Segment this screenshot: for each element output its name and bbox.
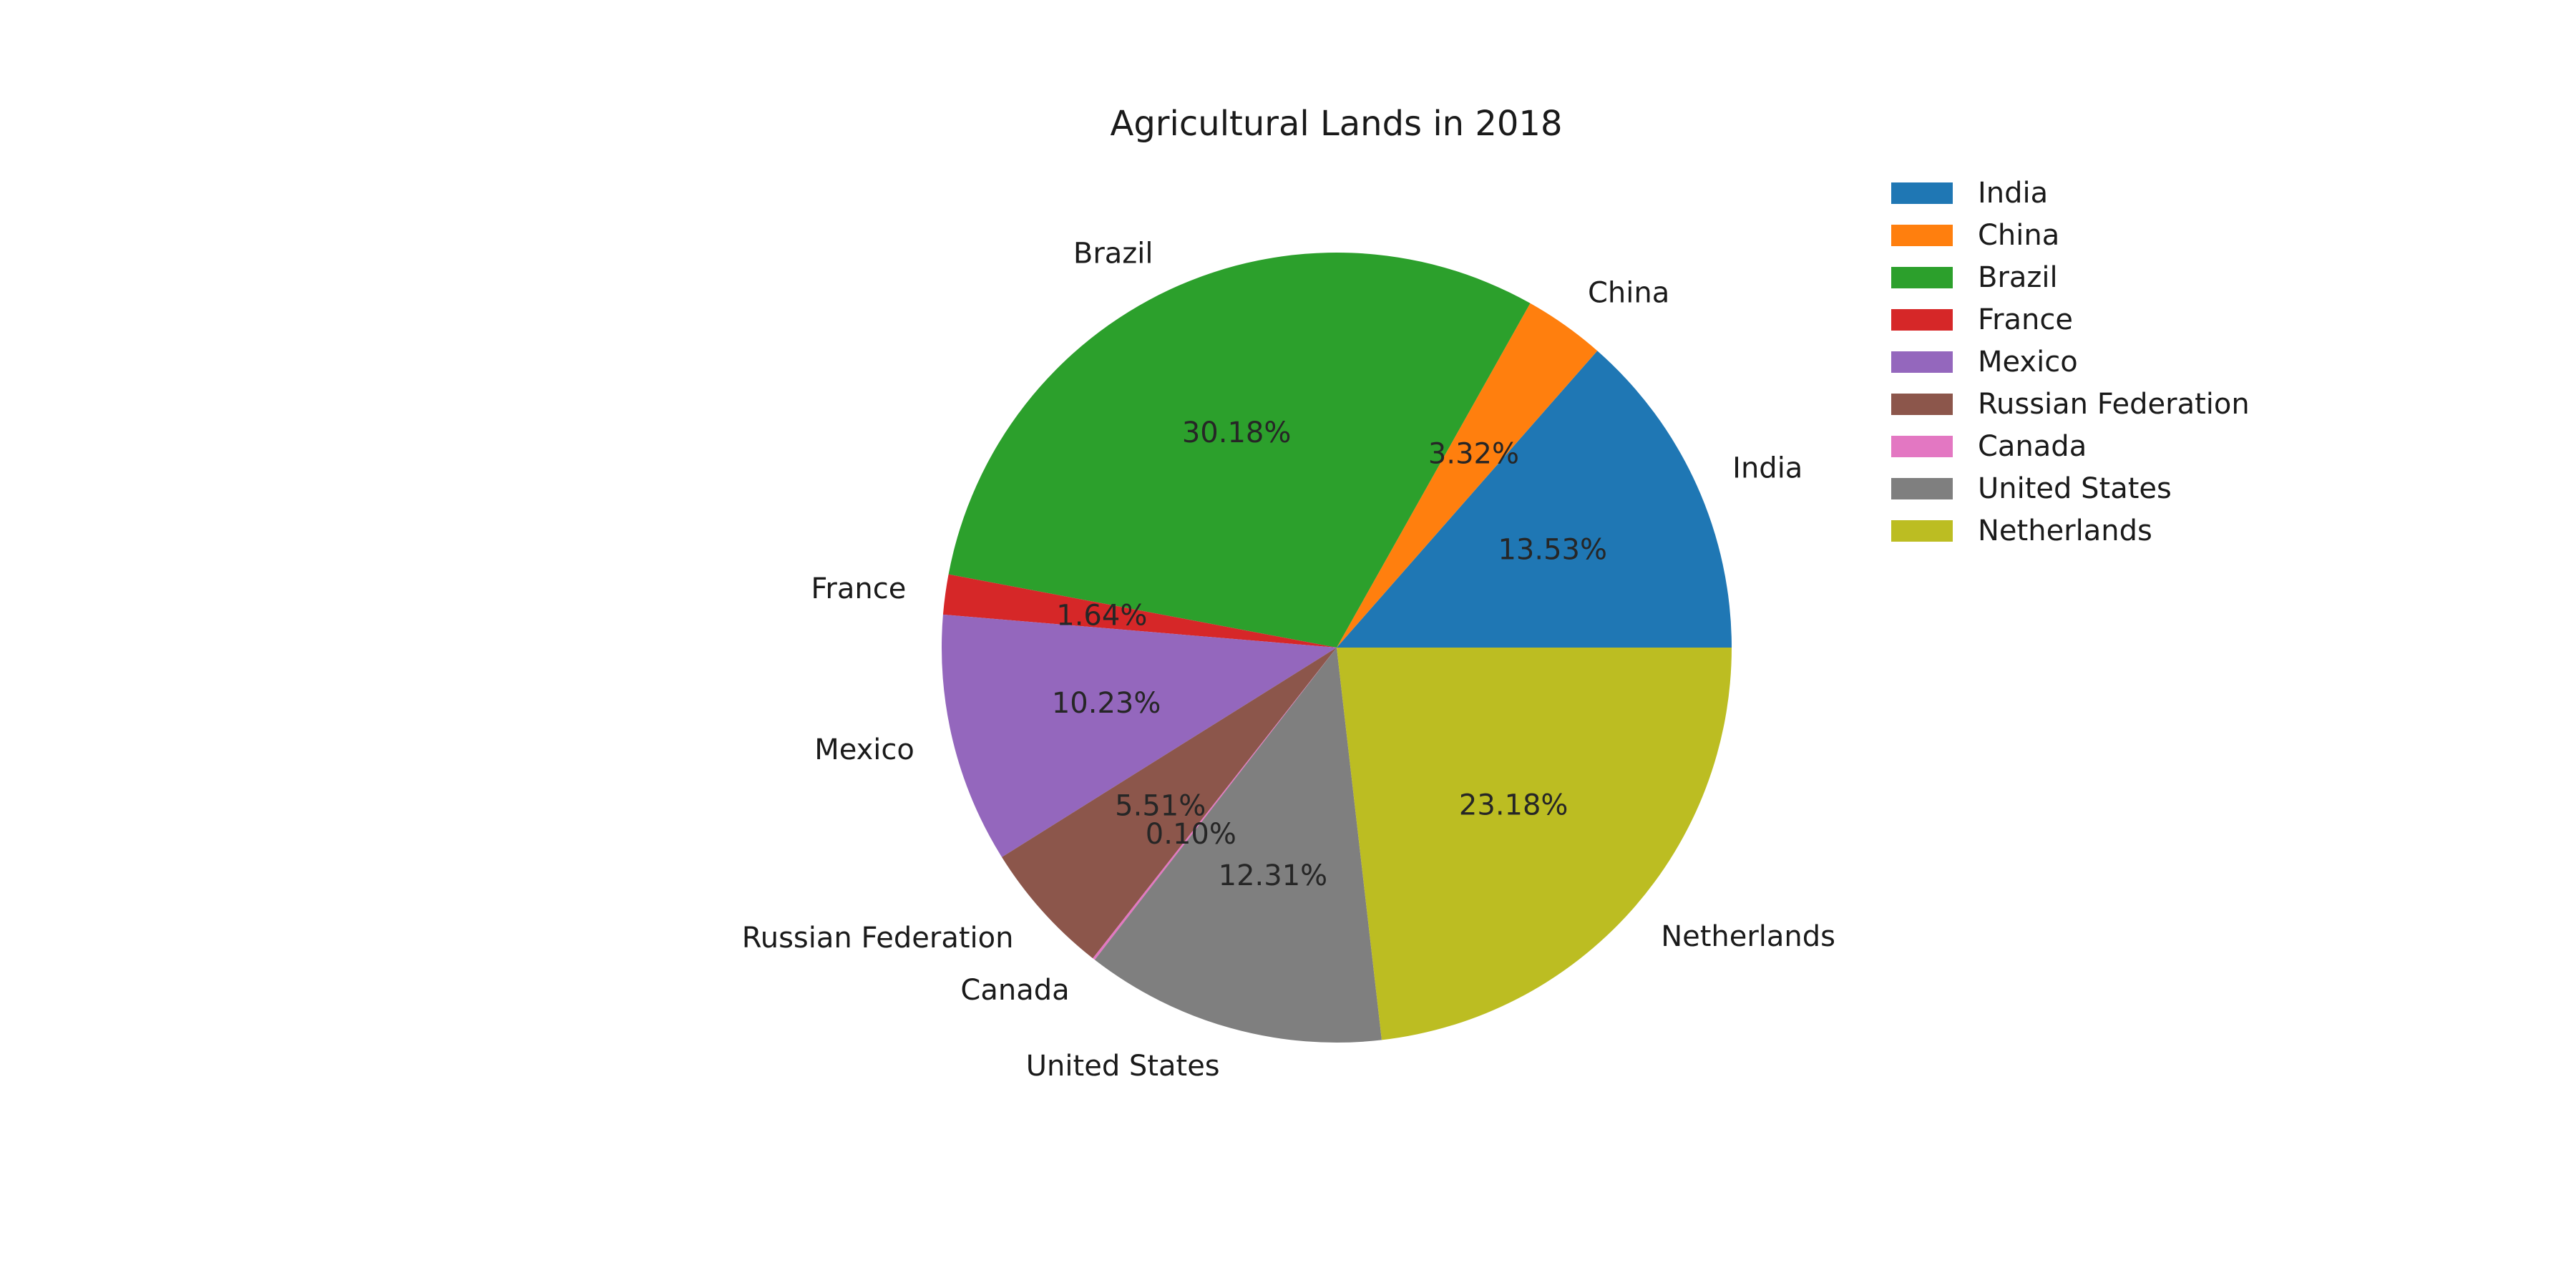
pie-category-label: China <box>1588 277 1669 310</box>
pie-percent-label: 10.23% <box>1052 687 1161 720</box>
pie-slice-united-states <box>1094 648 1382 1043</box>
legend-swatch <box>1891 266 1953 288</box>
pie-percent-label: 13.53% <box>1498 533 1607 566</box>
pie-slice-canada <box>1093 648 1337 960</box>
legend-swatch <box>1891 351 1953 373</box>
pie-slice-russian-federation <box>1002 648 1337 959</box>
legend-item-india: India <box>1891 172 2250 214</box>
pie-category-label: Russian Federation <box>742 922 1014 955</box>
pie-percent-label: 3.32% <box>1428 438 1519 471</box>
legend-item-mexico: Mexico <box>1891 341 2250 383</box>
pie-slice-netherlands <box>1337 648 1732 1040</box>
pie-category-label: Netherlands <box>1661 920 1835 953</box>
legend-label: China <box>1978 218 2060 252</box>
pie-percent-label: 1.64% <box>1056 599 1147 632</box>
legend-item-netherlands: Netherlands <box>1891 509 2250 552</box>
legend-label: United States <box>1978 472 2172 505</box>
legend-label: Canada <box>1978 429 2087 463</box>
legend-swatch <box>1891 182 1953 204</box>
legend-label: India <box>1978 176 2049 210</box>
legend-swatch <box>1891 224 1953 246</box>
pie-percent-label: 0.10% <box>1146 818 1236 851</box>
pie-percent-label: 23.18% <box>1459 789 1568 821</box>
pie-category-label: Brazil <box>1073 238 1153 270</box>
pie-percent-label: 30.18% <box>1182 416 1292 449</box>
legend-label: Brazil <box>1978 260 2058 294</box>
pie-slice-india <box>1337 351 1732 648</box>
legend-swatch <box>1891 393 1953 415</box>
legend: India China Brazil France Mexico Russian Fede… <box>1891 172 2250 552</box>
legend-label: Mexico <box>1978 345 2078 379</box>
legend-swatch <box>1891 519 1953 542</box>
legend-label: Russian Federation <box>1978 387 2250 421</box>
pie-percent-label: 5.51% <box>1115 789 1206 822</box>
pie-slice-france <box>942 574 1337 648</box>
legend-label: Netherlands <box>1978 514 2152 547</box>
legend-item-china: China <box>1891 214 2250 256</box>
legend-item-united-states: United States <box>1891 467 2250 509</box>
pie-category-label: France <box>811 572 906 605</box>
legend-swatch <box>1891 435 1953 457</box>
pie-slice-china <box>1337 303 1598 648</box>
pie-category-label: Mexico <box>814 733 914 766</box>
legend-label: France <box>1978 303 2074 336</box>
legend-swatch <box>1891 477 1953 499</box>
pie-category-label: United States <box>1026 1050 1220 1083</box>
pie-category-label: Canada <box>960 974 1069 1007</box>
legend-item-brazil: Brazil <box>1891 256 2250 298</box>
chart-title: Agricultural Lands in 2018 <box>1110 104 1563 144</box>
legend-swatch <box>1891 308 1953 331</box>
pie-slice-brazil <box>948 253 1531 648</box>
legend-item-canada: Canada <box>1891 425 2250 467</box>
legend-item-france: France <box>1891 298 2250 341</box>
pie-category-label: India <box>1732 452 1802 485</box>
legend-item-russian-federation: Russian Federation <box>1891 383 2250 425</box>
pie-percent-label: 12.31% <box>1219 859 1328 892</box>
pie-slice-mexico <box>942 614 1337 857</box>
